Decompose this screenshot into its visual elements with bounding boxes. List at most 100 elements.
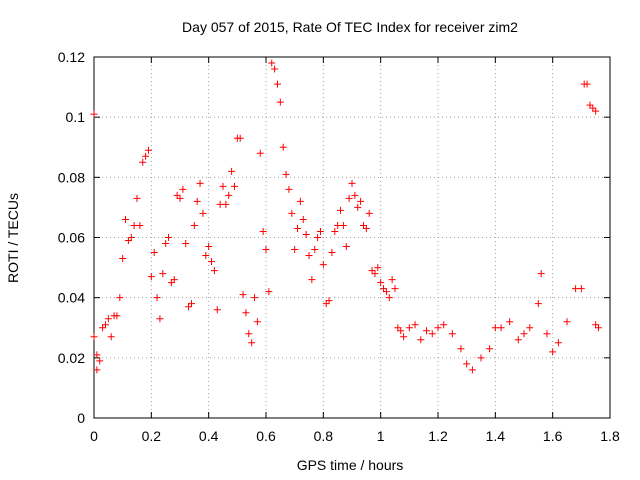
x-tick-label: 1 — [377, 428, 385, 444]
data-point-marker — [113, 312, 121, 320]
data-point-marker — [271, 65, 279, 73]
y-tick-label: 0.06 — [58, 230, 85, 246]
data-point-marker — [397, 327, 405, 335]
data-point-marker — [190, 221, 198, 229]
data-point-marker — [537, 270, 545, 278]
data-point-marker — [170, 276, 178, 284]
data-point-marker — [159, 270, 167, 278]
data-point-marker — [122, 215, 130, 223]
data-point-marker — [133, 194, 141, 202]
data-point-marker — [331, 227, 339, 235]
data-point-marker — [248, 339, 256, 347]
data-point-marker — [193, 197, 201, 205]
data-point-marker — [359, 221, 367, 229]
data-point-marker — [251, 294, 259, 302]
data-point-marker — [589, 104, 597, 112]
data-point-marker — [288, 209, 296, 217]
data-point-marker — [351, 191, 359, 199]
data-point-marker — [357, 197, 365, 205]
data-point-marker — [104, 315, 112, 323]
data-point-marker — [365, 209, 373, 217]
data-point-marker — [477, 354, 485, 362]
data-point-marker — [362, 224, 370, 232]
data-point-marker — [99, 324, 107, 332]
data-point-marker — [256, 149, 264, 157]
data-point-marker — [147, 273, 155, 281]
data-point-marker — [368, 267, 376, 275]
data-point-marker — [153, 294, 161, 302]
x-tick-label: 0 — [90, 428, 98, 444]
data-point-marker — [308, 276, 316, 284]
data-point-marker — [173, 191, 181, 199]
data-point-marker — [242, 309, 250, 317]
data-point-marker — [592, 107, 600, 115]
data-point-marker — [563, 318, 571, 326]
data-point-marker — [549, 348, 557, 356]
data-point-marker — [276, 98, 284, 106]
x-tick-label: 1.2 — [428, 428, 448, 444]
y-tick-label: 0.08 — [58, 169, 85, 185]
data-point-marker — [388, 276, 396, 284]
data-point-marker — [101, 321, 109, 329]
data-point-marker — [167, 279, 175, 287]
data-point-marker — [337, 206, 345, 214]
x-tick-label: 0.8 — [314, 428, 334, 444]
data-point-marker — [468, 366, 476, 374]
axis-ticks: 0 0.2 0.4 0.6 0.8 1 1.2 1.4 1.6 1.8 0 0.02 0.04 0.06 0… — [58, 49, 620, 444]
data-point-marker — [185, 303, 193, 311]
data-point-marker — [411, 321, 419, 329]
data-point-marker — [348, 179, 356, 187]
data-point-marker — [196, 179, 204, 187]
data-point-marker — [279, 143, 287, 151]
data-point-marker — [219, 182, 227, 190]
data-point-marker — [583, 80, 591, 88]
data-point-marker — [90, 110, 98, 118]
data-point-marker — [176, 194, 184, 202]
data-point-marker — [543, 330, 551, 338]
data-point-marker — [107, 333, 115, 341]
data-point-marker — [302, 230, 310, 238]
data-point-marker — [463, 360, 471, 368]
data-point-marker — [230, 182, 238, 190]
data-point-marker — [273, 80, 281, 88]
data-point-marker — [96, 357, 104, 365]
data-point-marker — [262, 246, 270, 254]
y-tick-label: 0.02 — [58, 350, 85, 366]
data-point-marker — [345, 194, 353, 202]
data-point-marker — [325, 297, 333, 305]
data-point-marker — [150, 249, 158, 257]
data-point-marker — [228, 167, 236, 175]
data-point-marker — [316, 227, 324, 235]
data-point-marker — [400, 333, 408, 341]
data-point-marker — [144, 146, 152, 154]
data-point-marker — [162, 240, 170, 248]
data-point-marker — [380, 285, 388, 293]
data-point-marker — [374, 264, 382, 272]
x-tick-label: 1.4 — [486, 428, 506, 444]
data-point-marker — [322, 300, 330, 308]
x-tick-label: 0.6 — [256, 428, 276, 444]
data-point-marker — [554, 339, 562, 347]
data-point-marker — [457, 345, 465, 353]
data-point-marker — [506, 318, 514, 326]
data-point-marker — [253, 318, 261, 326]
data-point-marker — [210, 267, 218, 275]
data-point-marker — [305, 252, 313, 260]
data-point-marker — [595, 324, 603, 332]
data-point-marker — [314, 234, 322, 241]
data-point-marker — [534, 300, 542, 308]
data-point-marker — [440, 321, 448, 329]
data-point-marker — [497, 324, 505, 332]
x-axis-title: GPS time / hours — [297, 457, 404, 473]
chart-title: Day 057 of 2015, Rate Of TEC Index for r… — [182, 19, 518, 35]
data-point-marker — [213, 306, 221, 314]
data-point-marker — [93, 366, 101, 374]
x-tick-label: 0.4 — [199, 428, 219, 444]
data-point-marker — [382, 288, 390, 296]
data-point-marker — [139, 158, 147, 166]
data-point-marker — [208, 258, 216, 266]
data-point-marker — [179, 185, 187, 193]
data-point-marker — [93, 351, 101, 359]
data-point-marker — [90, 333, 98, 341]
data-point-marker — [294, 224, 302, 232]
